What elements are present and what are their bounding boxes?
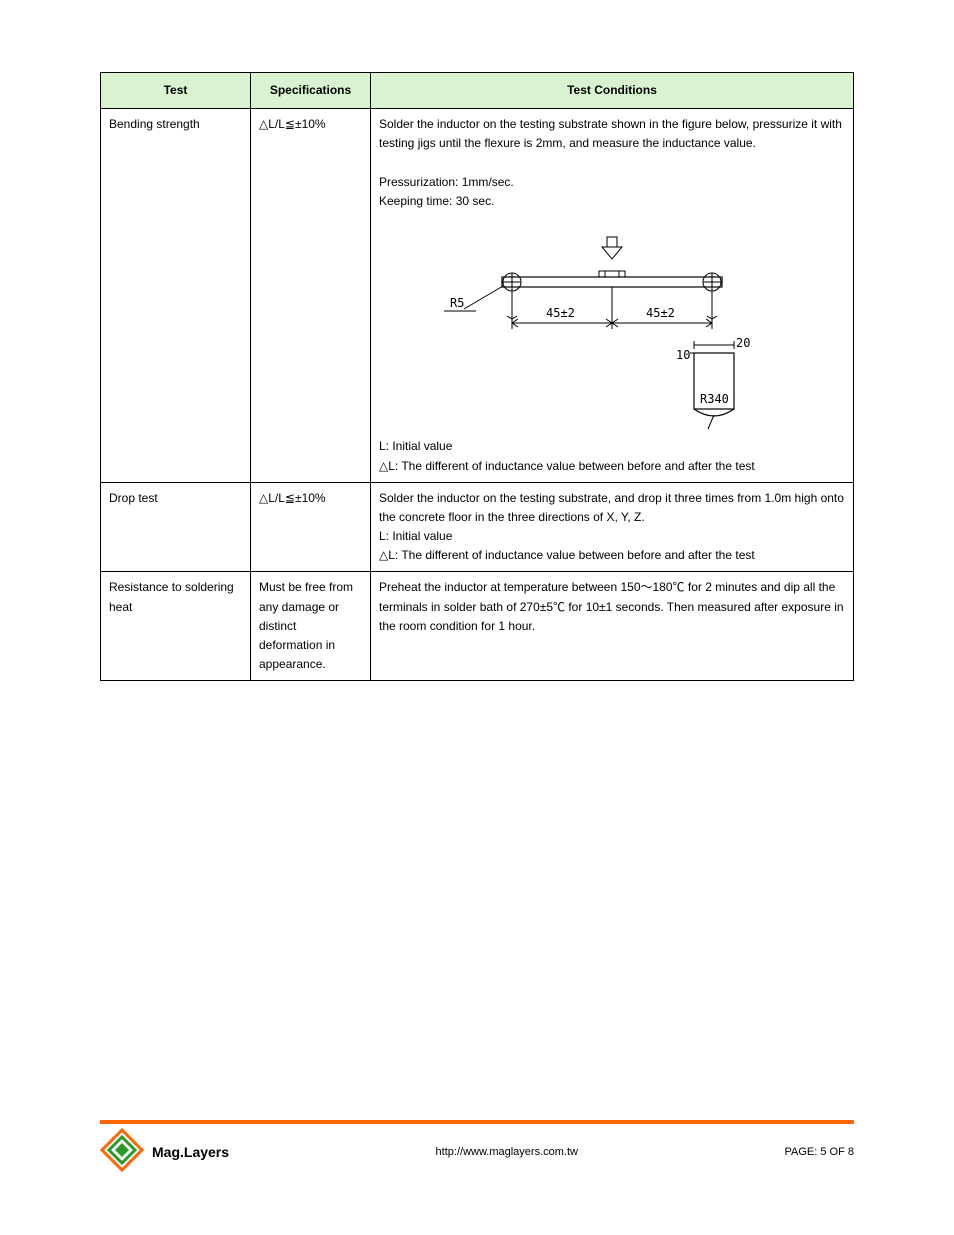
footer-url: http://www.maglayers.com.tw	[436, 1146, 578, 1158]
cell-test: Bending strength	[101, 109, 251, 483]
cond-post: L: Initial value △L: The different of in…	[379, 437, 845, 475]
col-header-test: Test	[101, 73, 251, 109]
cell-cond: Solder the inductor on the testing subst…	[371, 109, 854, 483]
table-row: Resistance to soldering heat Must be fre…	[101, 572, 854, 681]
cell-test: Resistance to soldering heat	[101, 572, 251, 681]
cell-cond: Preheat the inductor at temperature betw…	[371, 572, 854, 681]
company-logo-icon	[100, 1128, 144, 1175]
table-row: Bending strength △L/L≦±10% Solder the in…	[101, 109, 854, 483]
cond-pre: Solder the inductor on the testing subst…	[379, 115, 845, 211]
diagram-dim-right: 45±2	[646, 306, 675, 320]
diagram-jig-w: 20	[736, 336, 750, 350]
table-header-row: Test Specifications Test Conditions	[101, 73, 854, 109]
diagram-jig-h: 10	[676, 348, 690, 362]
spec-value: 10%	[302, 491, 326, 505]
cell-spec: △L/L≦±10%	[251, 482, 371, 572]
arrow-down-icon	[602, 237, 622, 259]
diagram-label-r5: R5	[450, 296, 464, 310]
page-footer: Mag.Layers http://www.maglayers.com.tw P…	[100, 1120, 854, 1175]
cell-test: Drop test	[101, 482, 251, 572]
bending-diagram: R5 45±	[379, 231, 845, 437]
footer-page: PAGE: 5 OF 8	[784, 1146, 854, 1158]
col-header-cond: Test Conditions	[371, 73, 854, 109]
diagram-jig-r: R340	[700, 392, 729, 406]
company-name: Mag.Layers	[152, 1144, 229, 1160]
cell-cond: Solder the inductor on the testing subst…	[371, 482, 854, 572]
spec-value: 10%	[302, 117, 326, 131]
diagram-dim-left: 45±2	[546, 306, 575, 320]
col-header-spec: Specifications	[251, 73, 371, 109]
spec-prefix: △L/L≦±	[259, 491, 302, 505]
cell-spec: △L/L≦±10%	[251, 109, 371, 483]
spec-table: Test Specifications Test Conditions Bend…	[100, 72, 854, 681]
cell-spec: Must be free from any damage or distinct…	[251, 572, 371, 681]
spec-prefix: △L/L≦±	[259, 117, 302, 131]
table-row: Drop test △L/L≦±10% Solder the inductor …	[101, 482, 854, 572]
